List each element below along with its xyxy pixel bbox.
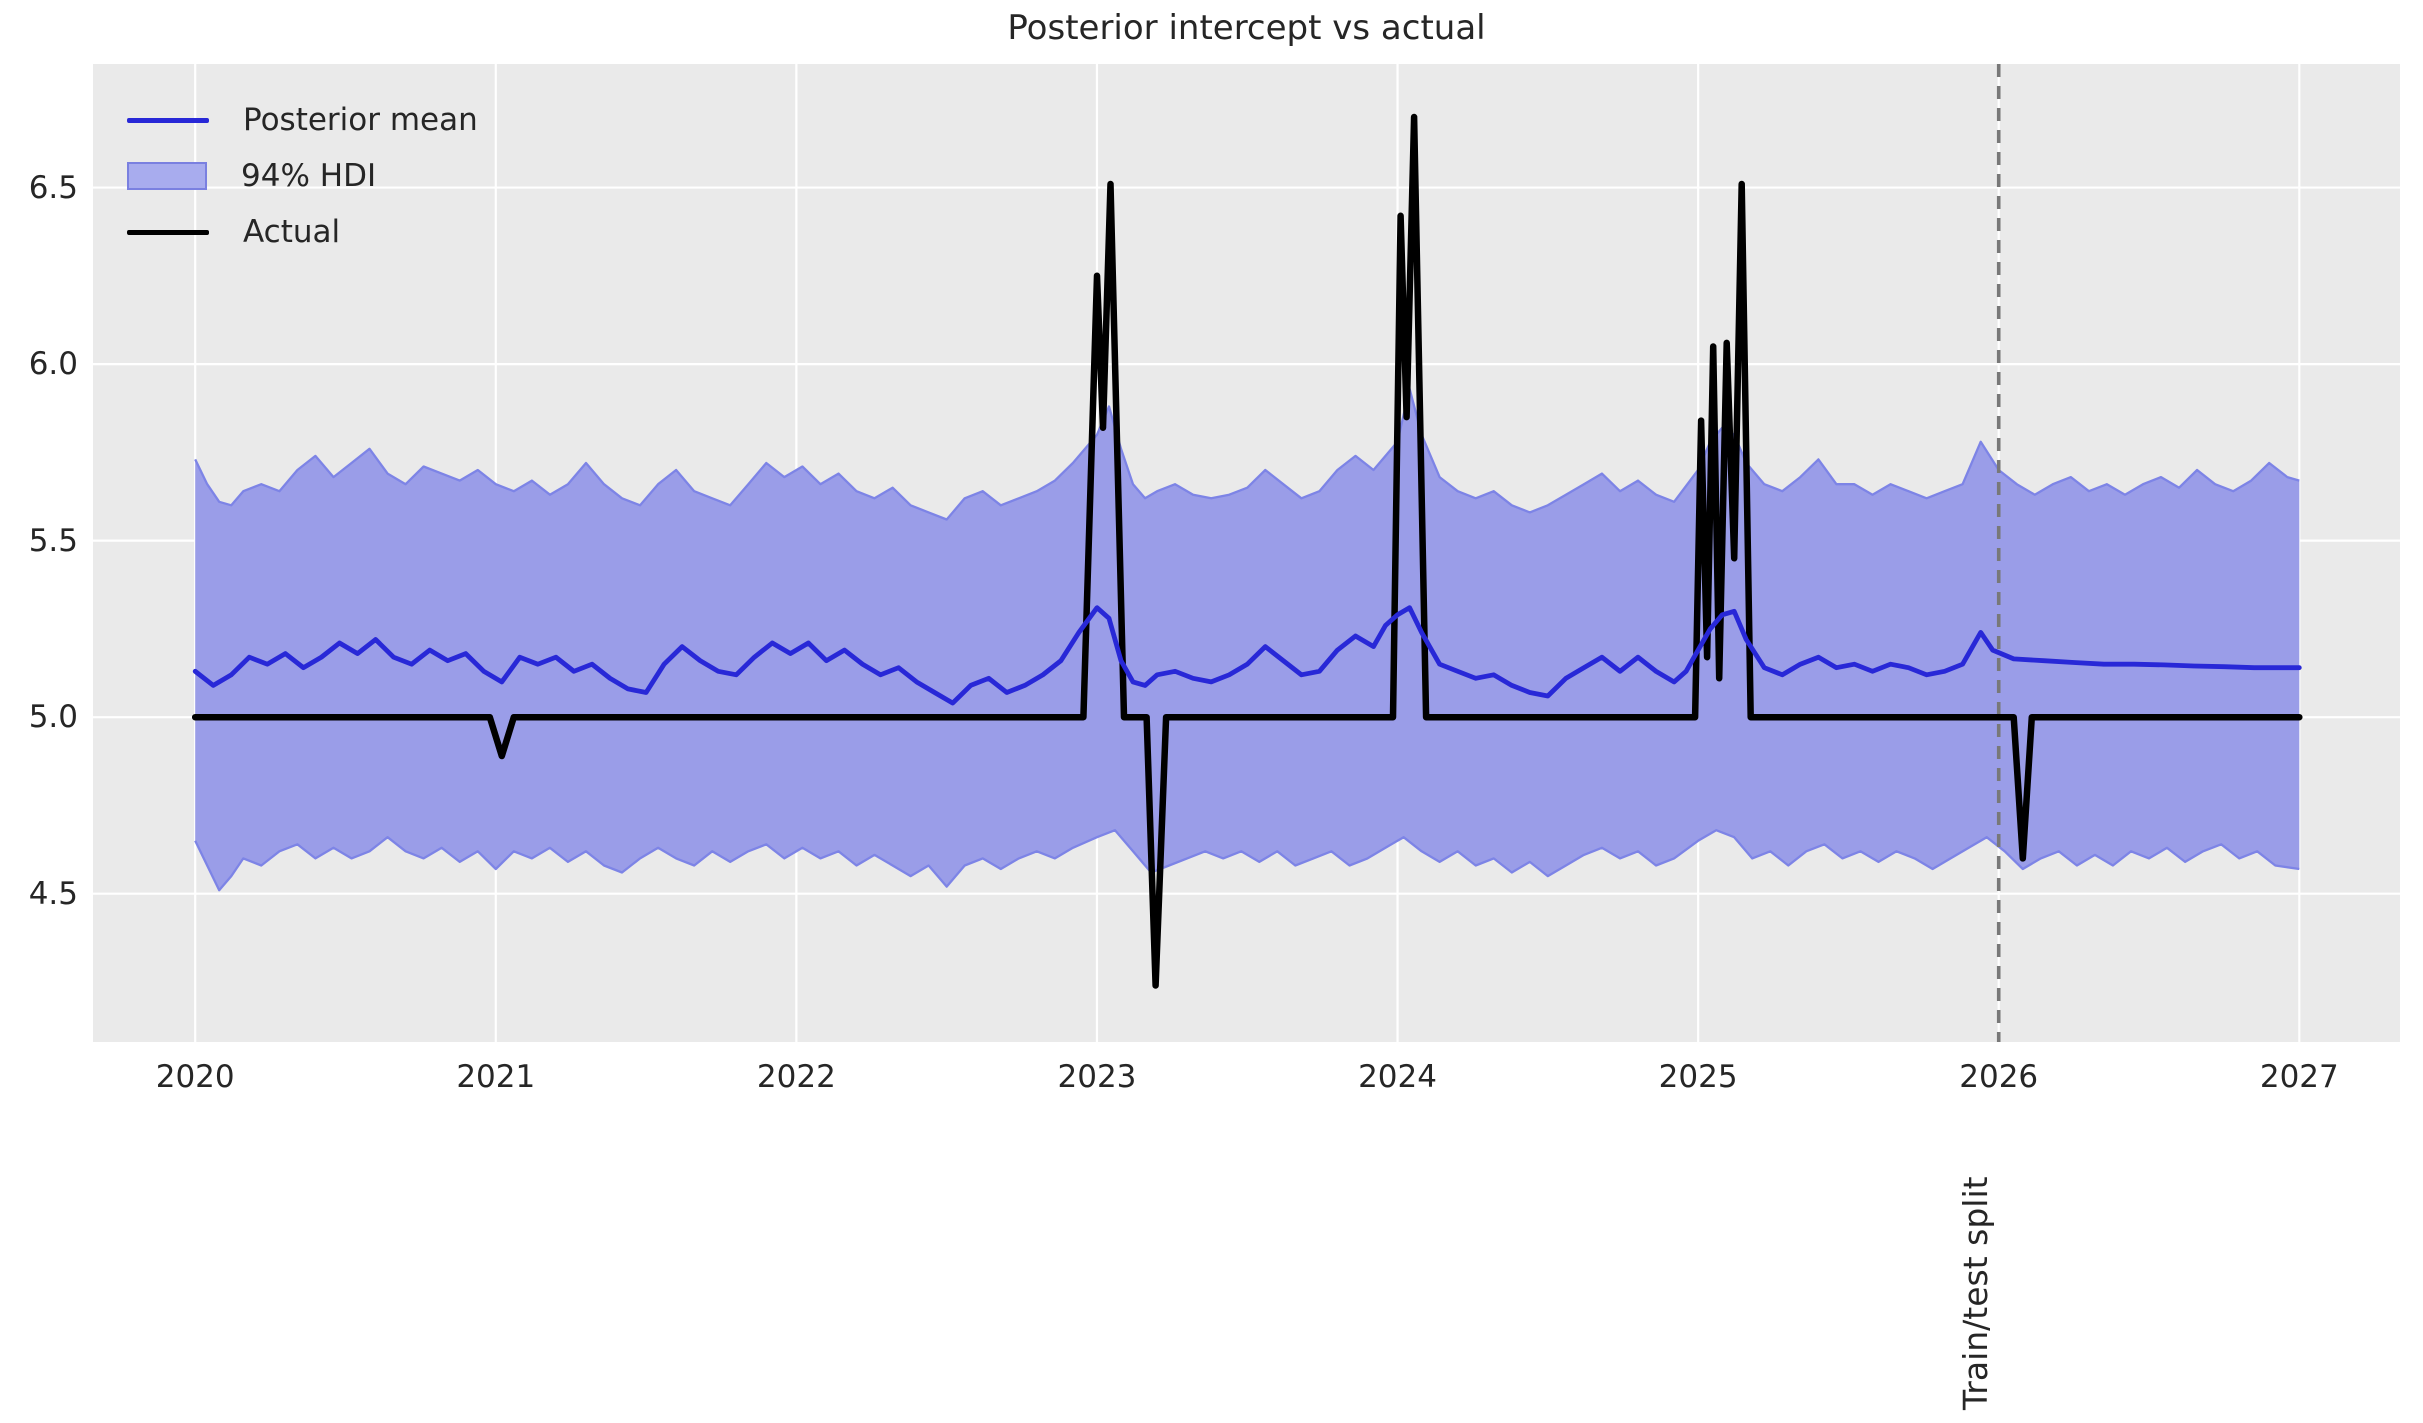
- legend-item-posterior-mean: Posterior mean: [127, 92, 478, 148]
- legend-item-actual: Actual: [127, 204, 478, 260]
- train-test-split-label: Train/test split: [1956, 1176, 1995, 1410]
- x-tick-label: 2022: [756, 1059, 836, 1095]
- legend-label: 94% HDI: [241, 158, 377, 194]
- x-tick-label: 2020: [155, 1059, 235, 1095]
- y-tick-label: 5.5: [28, 522, 78, 559]
- y-tick-label: 4.5: [28, 875, 78, 912]
- y-tick-label: 5.0: [28, 699, 78, 736]
- chart-title: Posterior intercept vs actual: [1007, 8, 1486, 48]
- posterior-mean-line-swatch: [127, 117, 209, 123]
- legend-label: Posterior mean: [243, 102, 478, 138]
- hdi-lower-edge: [194, 829, 2300, 892]
- hdi-band: [195, 388, 2300, 891]
- hdi-band-swatch: [127, 162, 207, 190]
- legend-item-hdi: 94% HDI: [127, 148, 478, 204]
- x-tick-label: 2025: [1658, 1059, 1738, 1095]
- y-tick-label: 6.5: [28, 169, 78, 206]
- x-tick-label: 2021: [456, 1059, 536, 1095]
- x-tick-label: 2024: [1358, 1059, 1437, 1095]
- x-tick-label: 2026: [1959, 1059, 2039, 1095]
- posterior-mean-line: [192, 605, 2302, 706]
- actual-line: [191, 113, 2303, 989]
- x-tick-label: 2027: [2259, 1059, 2339, 1095]
- hdi-upper-edge: [194, 387, 2300, 521]
- x-tick-label: 2023: [1057, 1059, 1137, 1095]
- legend-label: Actual: [243, 214, 341, 250]
- y-tick-label: 6.0: [28, 346, 78, 383]
- legend: Posterior mean 94% HDI Actual: [127, 92, 478, 260]
- actual-line-swatch: [127, 229, 209, 235]
